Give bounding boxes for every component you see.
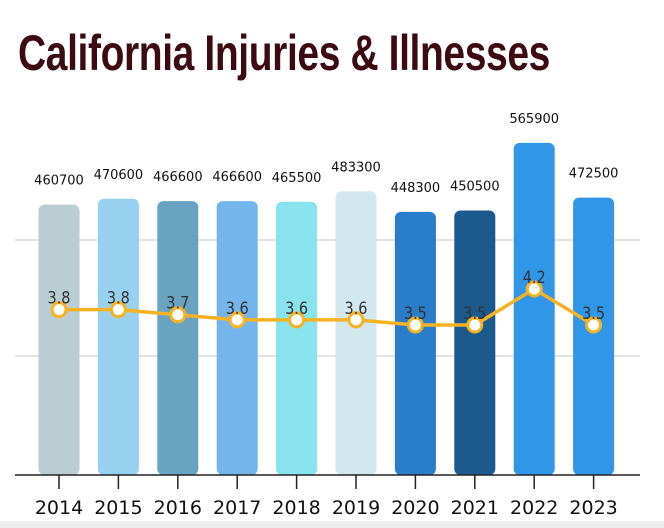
x-tick-label: 2019: [332, 497, 380, 519]
rate-label: 3.6: [226, 298, 249, 318]
rate-label: 3.6: [345, 298, 368, 318]
rate-point: [525, 280, 543, 298]
x-tick-label: 2023: [569, 497, 617, 519]
rate-point: [406, 316, 424, 334]
chart-title: California Injuries & Illnesses: [18, 25, 550, 81]
rate-line: [59, 286, 595, 327]
rate-label: 3.5: [582, 303, 605, 323]
bar-value-label: 448300: [391, 181, 441, 196]
x-tick-label: 2018: [272, 497, 320, 519]
rate-label: 3.8: [107, 287, 130, 307]
x-tick-label: 2022: [510, 497, 558, 519]
rate-label: 4.2: [523, 267, 546, 287]
bar-2016: [157, 201, 199, 475]
bar-value-label: 483300: [331, 160, 381, 175]
bar-2022: [513, 142, 555, 475]
bar-value-label: 466600: [153, 170, 203, 185]
rate-point: [466, 316, 484, 334]
bar-2020: [394, 211, 436, 475]
rate-point: [585, 316, 603, 334]
rate-label: 3.5: [404, 303, 427, 323]
rate-label: 3.6: [285, 298, 308, 318]
bar-value-label: 460700: [34, 174, 84, 189]
x-tick-label: 2017: [213, 497, 261, 519]
rate-point: [169, 306, 187, 324]
bar-value-label: 472500: [569, 167, 619, 182]
bar-2018: [276, 201, 318, 475]
bottom-strip: [0, 521, 664, 528]
x-tick-label: 2020: [391, 497, 439, 519]
x-tick-label: 2014: [35, 497, 83, 519]
rate-point: [228, 311, 246, 329]
bar-2014: [38, 204, 80, 476]
bar-value-label: 470600: [94, 168, 144, 183]
rate-point: [50, 301, 68, 319]
bar-2017: [216, 201, 258, 475]
rate-point: [347, 311, 365, 329]
rate-label: 3.5: [463, 303, 486, 323]
bar-2019: [335, 191, 377, 475]
bar-value-label: 565900: [509, 112, 559, 127]
x-tick-label: 2016: [154, 497, 202, 519]
x-tick-label: 2021: [451, 497, 499, 519]
bar-value-label: 466600: [212, 170, 262, 185]
bar-value-label: 450500: [450, 180, 500, 195]
rate-label: 3.8: [48, 287, 71, 307]
x-tick-label: 2015: [94, 497, 142, 519]
rate-point: [109, 301, 127, 319]
bar-value-label: 465500: [272, 171, 322, 186]
rate-point: [288, 311, 306, 329]
bar-2021: [454, 210, 496, 475]
bar-2023: [573, 197, 615, 475]
bar-2015: [97, 198, 139, 475]
rate-label: 3.7: [166, 293, 189, 313]
